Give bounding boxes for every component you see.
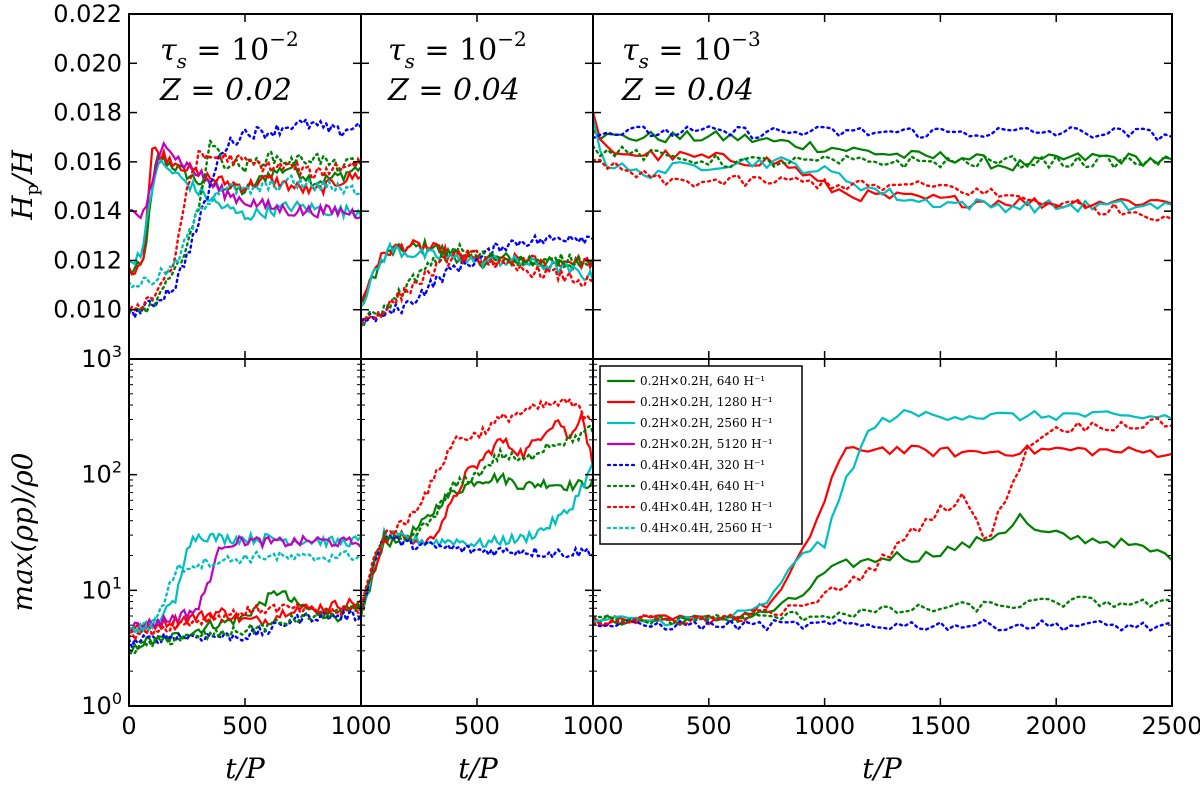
legend-label: 0.2H×0.2H, 5120 H⁻¹ xyxy=(640,437,773,451)
series-0-top-panel-3 xyxy=(593,128,1172,172)
series-1-top-panel-1 xyxy=(129,146,361,276)
annotation-1-sub: s xyxy=(177,49,187,73)
annotation-1-eq: = 10 xyxy=(187,33,269,68)
series-5-bottom-panel-1 xyxy=(129,600,361,655)
series-3-bottom-panel-1 xyxy=(129,533,361,633)
legend-label: 0.2H×0.2H, 1280 H⁻¹ xyxy=(640,395,773,409)
series-5-top-panel-3 xyxy=(593,144,1172,170)
legend-label: 0.4H×0.4H, 2560 H⁻¹ xyxy=(640,521,773,535)
y-tick-label-bottom: 101 xyxy=(81,573,122,604)
x-tick-label: 2000 xyxy=(1026,712,1087,740)
annotation-3-exp: −3 xyxy=(731,27,760,51)
annotation-panel-2: τs = 10−2 Z = 0.04 xyxy=(387,27,527,108)
y-tick-label-top: 0.020 xyxy=(53,49,122,77)
y-tick-label-top: 0.014 xyxy=(53,197,122,225)
x-tick-label: 500 xyxy=(222,712,268,740)
x-tick-label: 1000 xyxy=(794,712,855,740)
svg-text:τs = 10−3: τs = 10−3 xyxy=(622,27,761,73)
panel-frames xyxy=(128,13,1173,707)
series-3-top-panel-1 xyxy=(129,140,361,220)
annotation-1-exp: −2 xyxy=(269,27,298,51)
series-2-top-panel-2 xyxy=(361,241,593,308)
annotation-3-z: Z = 0.04 xyxy=(621,73,754,108)
x-axis-label-1: t/P xyxy=(225,752,266,785)
series-6-top-panel-2 xyxy=(361,248,593,325)
y-tick-label-bottom: 102 xyxy=(81,458,122,489)
y-axis-label-bottom: max(ρp)/ρ0 xyxy=(6,453,39,612)
annotation-2-sub: s xyxy=(405,49,415,73)
series-2-top-panel-3 xyxy=(593,116,1172,215)
y-tick-label-top: 0.010 xyxy=(53,296,122,324)
x-axis-label-2: t/P xyxy=(458,752,499,785)
series-4-top-panel-2 xyxy=(361,233,593,328)
series-1-bottom-panel-1 xyxy=(129,596,361,634)
x-tick-label: 500 xyxy=(686,712,732,740)
y-tick-label-top: 0.016 xyxy=(53,148,122,176)
panel-frame-1-0 xyxy=(128,358,362,707)
series-4-top-panel-3 xyxy=(593,125,1172,143)
legend: 0.2H×0.2H, 640 H⁻¹ 0.2H×0.2H, 1280 H⁻¹ 0.2… xyxy=(599,365,803,545)
y-tick-label-top: 0.012 xyxy=(53,246,122,274)
svg-text:τs = 10−2: τs = 10−2 xyxy=(160,27,299,73)
series-2-bottom-panel-3 xyxy=(593,408,1172,627)
series-6-bottom-panel-3 xyxy=(593,416,1172,626)
plot-layer xyxy=(129,111,1172,655)
tick-labels: 0.010 0.012 0.014 0.016 0.018 0.020 0.022 100 10… xyxy=(53,0,1200,740)
series-5-bottom-panel-2 xyxy=(361,424,593,617)
svg-text:τs = 10−2: τs = 10−2 xyxy=(388,27,527,73)
y-tick-label-top: 0.018 xyxy=(53,99,122,127)
annotation-3-eq: = 10 xyxy=(649,33,731,68)
y-tick-label-bottom: 103 xyxy=(81,342,122,373)
series-6-bottom-panel-2 xyxy=(361,396,593,613)
series-4-bottom-panel-2 xyxy=(361,533,593,613)
annotation-2-tau: τ xyxy=(388,33,405,68)
y-tick-label-top: 0.022 xyxy=(53,0,122,28)
annotation-1-tau: τ xyxy=(160,33,177,68)
x-tick-label: 1000 xyxy=(330,712,391,740)
legend-label: 0.2H×0.2H, 2560 H⁻¹ xyxy=(640,416,773,430)
series-6-bottom-panel-1 xyxy=(129,601,361,644)
series-5-top-panel-1 xyxy=(129,137,361,316)
legend-label: 0.2H×0.2H, 640 H⁻¹ xyxy=(640,374,765,388)
annotation-panel-3: τs = 10−3 Z = 0.04 xyxy=(621,27,761,108)
series-5-top-panel-2 xyxy=(361,241,593,329)
annotation-2-eq: = 10 xyxy=(415,33,497,68)
x-axis-label-3: t/P xyxy=(862,752,903,785)
series-4-bottom-panel-1 xyxy=(129,608,361,651)
y-axis-label-top: Hp/H xyxy=(6,150,43,221)
x-tick-label: 1500 xyxy=(910,712,971,740)
series-6-top-panel-3 xyxy=(593,158,1172,222)
tick-marks xyxy=(129,14,1172,706)
legend-label: 0.4H×0.4H, 320 H⁻¹ xyxy=(640,458,765,472)
annotation-1-z: Z = 0.02 xyxy=(159,73,292,108)
panel-frame-1-2 xyxy=(592,358,1173,707)
annotation-3-sub: s xyxy=(639,49,649,73)
legend-label: 0.4H×0.4H, 1280 H⁻¹ xyxy=(640,500,773,514)
series-7-bottom-panel-1 xyxy=(129,549,361,634)
series-4-top-panel-1 xyxy=(129,117,361,322)
x-tick-label: 1000 xyxy=(562,712,623,740)
series-2-bottom-panel-2 xyxy=(361,460,593,614)
x-tick-label: 500 xyxy=(454,712,500,740)
annotation-panel-1: τs = 10−2 Z = 0.02 xyxy=(159,27,299,108)
annotation-3-tau: τ xyxy=(622,33,639,68)
x-tick-label: 2500 xyxy=(1141,712,1200,740)
series-4-bottom-panel-3 xyxy=(593,618,1172,633)
legend-box xyxy=(599,365,803,545)
x-tick-label: 0 xyxy=(121,712,136,740)
annotation-2-exp: −2 xyxy=(497,27,526,51)
annotation-2-z: Z = 0.04 xyxy=(387,73,520,108)
series-7-top-panel-1 xyxy=(129,173,361,289)
legend-label: 0.4H×0.4H, 640 H⁻¹ xyxy=(640,479,765,493)
y-tick-label-bottom: 100 xyxy=(81,689,122,720)
